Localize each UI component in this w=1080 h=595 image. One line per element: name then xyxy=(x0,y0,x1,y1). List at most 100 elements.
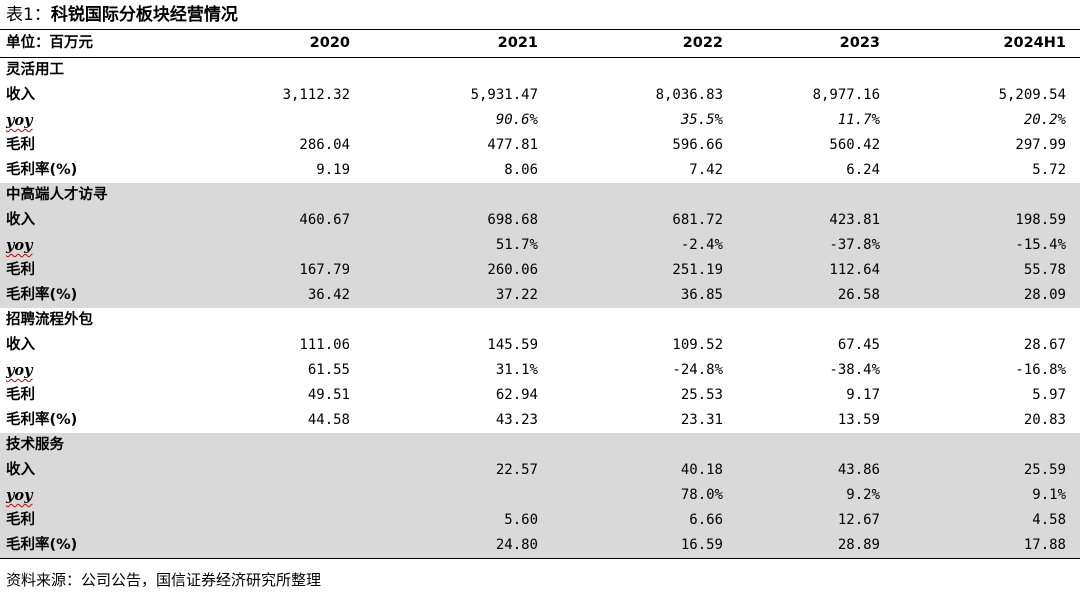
table-cell: 6.66 xyxy=(689,512,723,528)
table-cell: 109.52 xyxy=(672,337,723,353)
table-row: 毛利 49.51 62.94 25.53 9.17 5.97 xyxy=(0,383,1080,408)
table-cell: 9.1% xyxy=(1032,487,1066,503)
table-cell: 62.94 xyxy=(495,387,538,403)
section-name: 中高端人才访寻 xyxy=(6,187,108,203)
table-cell: 5,931.47 xyxy=(470,87,538,103)
table-cell: 25.59 xyxy=(1023,462,1066,478)
row-label: 毛利 xyxy=(6,512,35,528)
table-cell: 111.06 xyxy=(299,337,350,353)
section-header-row: 技术服务 xyxy=(0,433,1080,458)
table-cell: 286.04 xyxy=(299,137,350,153)
row-label: 收入 xyxy=(6,87,35,103)
table-cell: -24.8% xyxy=(672,362,723,378)
table-cell: 16.59 xyxy=(680,537,723,553)
table-row: 收入 460.67 698.68 681.72 423.81 198.59 xyxy=(0,208,1080,233)
table-row: yoy 61.55 31.1% -24.8% -38.4% -16.8% xyxy=(0,358,1080,383)
table-cell: 8,036.83 xyxy=(655,87,723,103)
table-cell: -38.4% xyxy=(829,362,880,378)
table-row: 收入 3,112.32 5,931.47 8,036.83 8,977.16 5,209.… xyxy=(0,83,1080,108)
table-cell: -16.8% xyxy=(1015,362,1066,378)
table-cell: 5.60 xyxy=(504,512,538,528)
table-cell: 198.59 xyxy=(1015,212,1066,228)
table-cell: 22.57 xyxy=(495,462,538,478)
table-cell: 44.58 xyxy=(307,412,350,428)
row-label: 收入 xyxy=(6,212,35,228)
table-row: 毛利率(%) 9.19 8.06 7.42 6.24 5.72 xyxy=(0,158,1080,183)
table-row: yoy 78.0% 9.2% 9.1% xyxy=(0,483,1080,508)
table-row: yoy 51.7% -2.4% -37.8% -15.4% xyxy=(0,233,1080,258)
table-row: 毛利 5.60 6.66 12.67 4.58 xyxy=(0,508,1080,533)
table-row: 毛利率(%) 24.80 16.59 28.89 17.88 xyxy=(0,533,1080,558)
row-label: 毛利率(%) xyxy=(6,537,78,553)
table-cell: 423.81 xyxy=(829,212,880,228)
year-header: 2021 xyxy=(497,35,538,51)
table-cell: 37.22 xyxy=(495,287,538,303)
table-cell: 297.99 xyxy=(1015,137,1066,153)
table-cell: 28.89 xyxy=(837,537,880,553)
section-name: 招聘流程外包 xyxy=(6,312,93,328)
table-row: 毛利率(%) 44.58 43.23 23.31 13.59 20.83 xyxy=(0,408,1080,433)
table-cell: -15.4% xyxy=(1015,237,1066,253)
table-cell: 20.83 xyxy=(1023,412,1066,428)
table-cell: 43.86 xyxy=(837,462,880,478)
section-header-row: 招聘流程外包 xyxy=(0,308,1080,333)
section-name: 灵活用工 xyxy=(6,62,64,78)
section-name: 技术服务 xyxy=(6,437,64,453)
table-cell: 40.18 xyxy=(680,462,723,478)
table-cell: 560.42 xyxy=(829,137,880,153)
table-cell: 5.72 xyxy=(1032,162,1066,178)
table-cell: -2.4% xyxy=(680,237,723,253)
table-cell: 7.42 xyxy=(689,162,723,178)
table-cell: 55.78 xyxy=(1023,262,1066,278)
table-title: 表1：科锐国际分板块经营情况 xyxy=(6,2,238,28)
table-cell: 67.45 xyxy=(837,337,880,353)
table-cell: 681.72 xyxy=(672,212,723,228)
table-cell: 20.2% xyxy=(1023,112,1066,128)
table-cell: 13.59 xyxy=(837,412,880,428)
table-cell: 24.80 xyxy=(495,537,538,553)
table-cell: 260.06 xyxy=(487,262,538,278)
table-cell: 251.19 xyxy=(672,262,723,278)
year-header: 2024H1 xyxy=(1003,35,1066,51)
row-label: yoy xyxy=(6,237,33,254)
table-cell: 5,209.54 xyxy=(998,87,1066,103)
data-table: 单位：百万元 2020 2021 2022 2023 2024H1 灵活用工收入… xyxy=(0,29,1080,559)
row-label: 毛利 xyxy=(6,262,35,278)
table-cell: 17.88 xyxy=(1023,537,1066,553)
table-cell: 25.53 xyxy=(680,387,723,403)
row-label: yoy xyxy=(6,487,33,504)
table-cell: 8.06 xyxy=(504,162,538,178)
table-row: 毛利 167.79 260.06 251.19 112.64 55.78 xyxy=(0,258,1080,283)
table-cell: 8,977.16 xyxy=(812,87,880,103)
table-cell: 90.6% xyxy=(495,112,538,128)
table-cell: 31.1% xyxy=(495,362,538,378)
table-cell: 28.67 xyxy=(1023,337,1066,353)
table-row: yoy 90.6% 35.5% 11.7% 20.2% xyxy=(0,108,1080,133)
table-cell: 51.7% xyxy=(495,237,538,253)
table-header-row: 单位：百万元 2020 2021 2022 2023 2024H1 xyxy=(0,30,1080,58)
row-label: yoy xyxy=(6,362,33,379)
table-cell: 36.85 xyxy=(680,287,723,303)
table-cell: 78.0% xyxy=(680,487,723,503)
table-cell: 3,112.32 xyxy=(282,87,350,103)
table-cell: 35.5% xyxy=(680,112,723,128)
row-label: 毛利 xyxy=(6,387,35,403)
row-label: 毛利率(%) xyxy=(6,162,78,178)
table-cell: 61.55 xyxy=(307,362,350,378)
table-cell: 6.24 xyxy=(846,162,880,178)
source-note: 资料来源：公司公告，国信证券经济研究所整理 xyxy=(6,571,322,589)
row-label: 收入 xyxy=(6,462,35,478)
year-header: 2020 xyxy=(309,35,350,51)
table-cell: 28.09 xyxy=(1023,287,1066,303)
table-row: 毛利 286.04 477.81 596.66 560.42 297.99 xyxy=(0,133,1080,158)
table-row: 收入 22.57 40.18 43.86 25.59 xyxy=(0,458,1080,483)
table-cell: 477.81 xyxy=(487,137,538,153)
row-label: 毛利率(%) xyxy=(6,287,78,303)
table-cell: 698.68 xyxy=(487,212,538,228)
table-cell: 26.58 xyxy=(837,287,880,303)
table-cell: 9.19 xyxy=(316,162,350,178)
year-header: 2023 xyxy=(839,35,880,51)
section-header-row: 灵活用工 xyxy=(0,58,1080,83)
table-row: 毛利率(%) 36.42 37.22 36.85 26.58 28.09 xyxy=(0,283,1080,308)
table-cell: 112.64 xyxy=(829,262,880,278)
